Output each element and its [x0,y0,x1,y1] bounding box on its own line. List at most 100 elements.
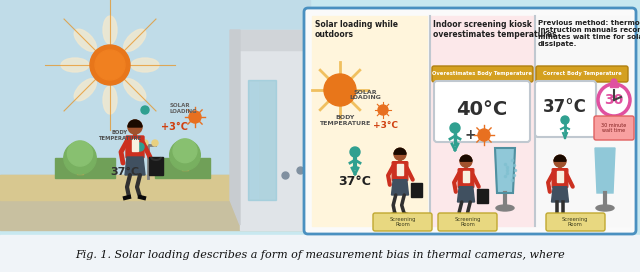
Bar [411,183,422,197]
Wedge shape [460,155,472,161]
Bar [182,155,188,170]
Circle shape [141,106,149,114]
Bar [250,82,258,198]
Ellipse shape [103,86,117,114]
Text: Fig. 1. Solar loading describes a form of measurement bias in thermal cameras, w: Fig. 1. Solar loading describes a form o… [75,250,565,260]
FancyBboxPatch shape [536,66,628,82]
Circle shape [142,140,148,146]
Wedge shape [394,148,406,154]
Circle shape [350,147,360,157]
Circle shape [90,45,130,85]
Ellipse shape [74,79,96,101]
Circle shape [189,111,201,123]
FancyBboxPatch shape [458,169,474,188]
FancyBboxPatch shape [432,66,533,82]
Circle shape [67,141,93,166]
Ellipse shape [103,16,117,44]
Bar [397,164,403,175]
Text: Screening
Room: Screening Room [562,217,588,227]
Bar [430,16,535,226]
FancyBboxPatch shape [438,213,497,231]
FancyBboxPatch shape [594,116,634,140]
Polygon shape [595,148,615,193]
Bar [55,158,115,178]
Bar [610,83,618,87]
Circle shape [460,155,472,167]
Polygon shape [230,30,240,225]
Circle shape [136,143,144,151]
Polygon shape [458,187,474,202]
Circle shape [152,140,158,146]
FancyBboxPatch shape [552,169,568,188]
Text: Previous method: thermograph
instruction manuals recommend 30
minutes wait time : Previous method: thermograph instruction… [538,20,640,47]
Text: Screening
Room: Screening Room [390,217,416,227]
Ellipse shape [496,205,514,211]
Bar [155,158,210,178]
Polygon shape [392,180,408,195]
Circle shape [170,140,200,170]
Ellipse shape [74,29,96,51]
Text: Correct Body Temperature: Correct Body Temperature [543,72,621,76]
FancyBboxPatch shape [546,213,605,231]
Circle shape [478,129,490,141]
Text: Indoor screening kiosk
overestimates temperatures: Indoor screening kiosk overestimates tem… [433,20,557,39]
Text: 30 minute
wait time: 30 minute wait time [602,123,627,133]
Text: +3°C: +3°C [161,122,189,132]
Bar [240,30,310,230]
Circle shape [394,148,406,160]
Bar [463,171,468,182]
FancyBboxPatch shape [535,81,596,137]
Bar [0,0,310,225]
Bar [132,139,138,151]
FancyBboxPatch shape [304,8,636,234]
Circle shape [554,155,566,167]
Bar [557,171,563,182]
Circle shape [611,79,617,85]
Circle shape [95,50,125,80]
Circle shape [598,84,630,116]
Text: 40°C: 40°C [456,100,508,119]
Bar [477,189,488,203]
Text: SOLAR
LOADING: SOLAR LOADING [349,89,381,100]
Text: Screening
Room: Screening Room [455,217,481,227]
FancyBboxPatch shape [392,162,408,181]
Ellipse shape [124,29,146,51]
FancyBboxPatch shape [373,213,432,231]
Text: BODY
TEMPERATURE: BODY TEMPERATURE [319,115,371,126]
Bar [0,175,310,230]
Wedge shape [128,120,142,127]
Bar [248,80,276,200]
Bar [77,158,83,174]
Circle shape [64,142,96,174]
Circle shape [173,139,197,163]
Text: BODY
TEMPERATURE: BODY TEMPERATURE [99,130,141,141]
Circle shape [450,123,460,133]
Polygon shape [552,187,568,202]
Polygon shape [125,157,145,175]
Ellipse shape [124,79,146,101]
Bar [535,16,630,226]
FancyBboxPatch shape [434,81,530,142]
Circle shape [378,105,388,115]
Text: 37°C: 37°C [339,175,371,188]
Ellipse shape [596,205,614,211]
Polygon shape [495,148,515,193]
Circle shape [324,74,356,106]
Polygon shape [230,30,310,50]
Text: 37°C: 37°C [111,167,140,177]
Text: 30: 30 [604,93,623,107]
Circle shape [561,116,569,124]
Circle shape [128,120,142,134]
Text: Overestimates Body Temperature: Overestimates Body Temperature [432,72,532,76]
Text: 37°C: 37°C [543,98,587,116]
Ellipse shape [131,58,159,72]
Bar [0,175,310,200]
Text: SOLAR
LOADING: SOLAR LOADING [170,103,198,114]
Wedge shape [554,155,566,161]
Bar [149,157,163,175]
Bar [312,16,427,226]
FancyBboxPatch shape [126,136,144,158]
Bar [0,235,640,272]
Text: +: + [464,128,476,142]
Ellipse shape [61,58,89,72]
